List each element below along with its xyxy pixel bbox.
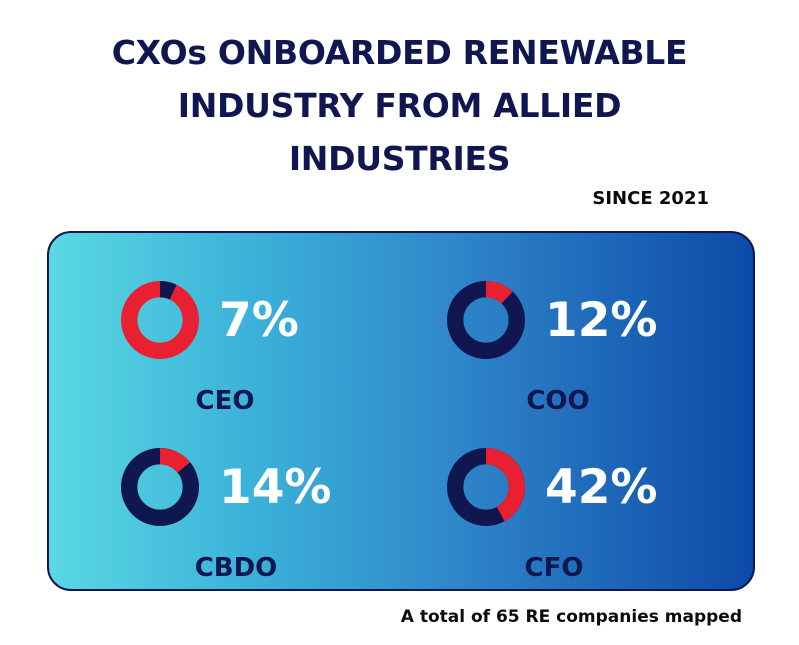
- donut-ring-coo: [447, 281, 525, 359]
- percent-coo: 12%: [545, 293, 658, 348]
- title-line-1: CXOs ONBOARDED RENEWABLE: [111, 33, 688, 72]
- page-title: CXOs ONBOARDED RENEWABLE INDUSTRY FROM A…: [0, 26, 799, 185]
- donut-ceo: [121, 281, 199, 359]
- donut-coo: [447, 281, 525, 359]
- donut-slice-cbdo: [121, 448, 199, 526]
- label-ceo: CEO: [195, 386, 255, 416]
- donut-slice-coo: [447, 281, 525, 359]
- percent-cfo: 42%: [545, 460, 658, 515]
- title-line-3: INDUSTRIES: [288, 139, 511, 178]
- stats-panel: 7% CEO 12% COO 14% CBDO 42% CFO: [47, 231, 755, 591]
- label-cbdo: CBDO: [194, 553, 278, 583]
- footer-note: A total of 65 RE companies mapped: [400, 607, 742, 627]
- donut-slice-cfo: [447, 448, 525, 526]
- since-label: SINCE 2021: [592, 188, 709, 209]
- label-cfo: CFO: [524, 553, 584, 583]
- donut-ring-ceo: [121, 281, 199, 359]
- donut-slice-ceo: [121, 281, 199, 359]
- title-line-2: INDUSTRY FROM ALLIED: [177, 86, 622, 125]
- donut-cfo: [447, 448, 525, 526]
- donut-cbdo: [121, 448, 199, 526]
- label-coo: COO: [526, 386, 590, 416]
- percent-ceo: 7%: [219, 293, 299, 348]
- percent-cbdo: 14%: [219, 460, 332, 515]
